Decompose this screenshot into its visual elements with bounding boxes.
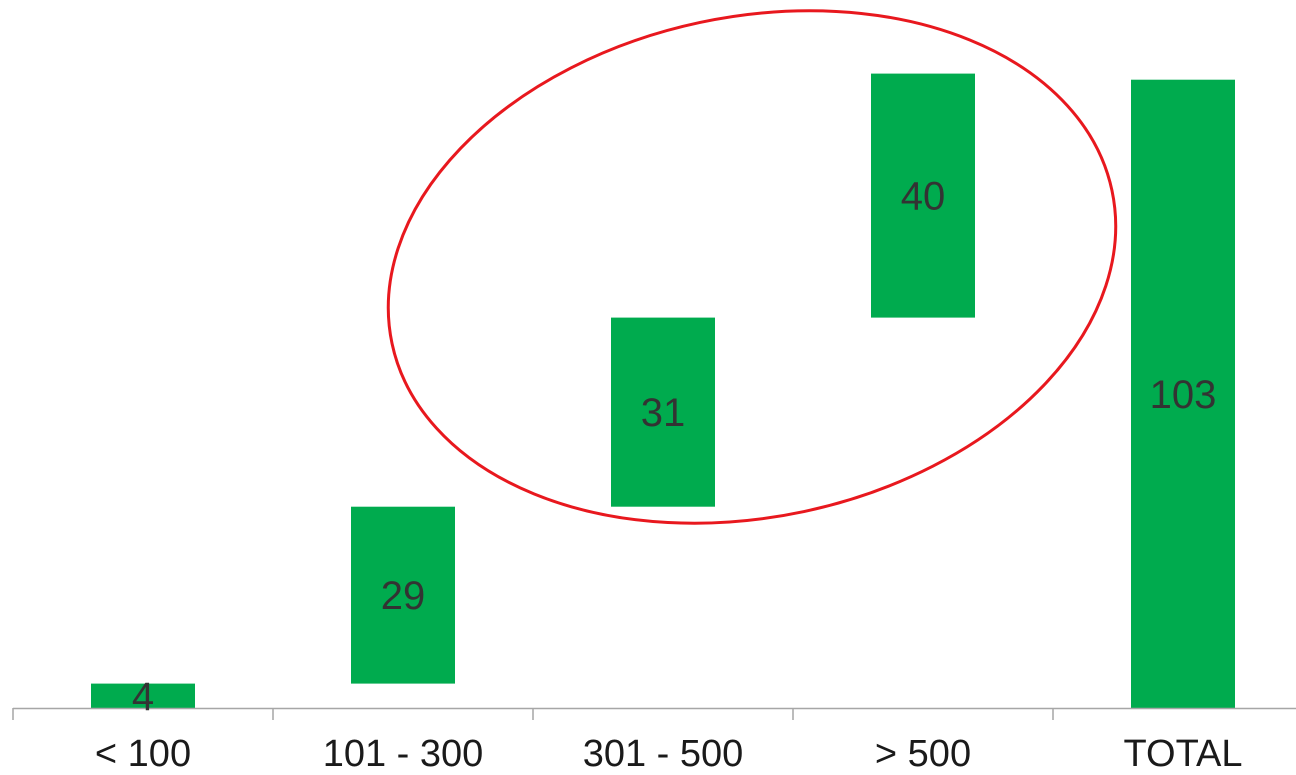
annotation-layer	[386, 9, 1118, 525]
x-tick-label: < 100	[95, 733, 191, 775]
highlight-ellipse	[386, 9, 1118, 525]
data-label: 4	[132, 675, 154, 719]
x-tick-label: 301 - 500	[583, 733, 744, 775]
bar	[351, 506, 455, 684]
data-label: 31	[641, 391, 686, 435]
data-label: 40	[901, 175, 946, 219]
x-tick-label: > 500	[875, 733, 971, 775]
x-tick-label: TOTAL	[1124, 733, 1243, 775]
data-label: 103	[1150, 373, 1217, 417]
x-axis	[12, 707, 1296, 720]
data-label: 29	[381, 574, 426, 618]
label-group: 4 < 100 29 101 - 300 31 301 - 500 40 > 500 103 TO…	[95, 175, 1243, 775]
bar-group	[91, 73, 1235, 708]
bar	[91, 683, 195, 708]
bar	[871, 73, 975, 318]
bar	[611, 317, 715, 507]
x-tick-label: 101 - 300	[323, 733, 484, 775]
bar	[1131, 79, 1235, 708]
